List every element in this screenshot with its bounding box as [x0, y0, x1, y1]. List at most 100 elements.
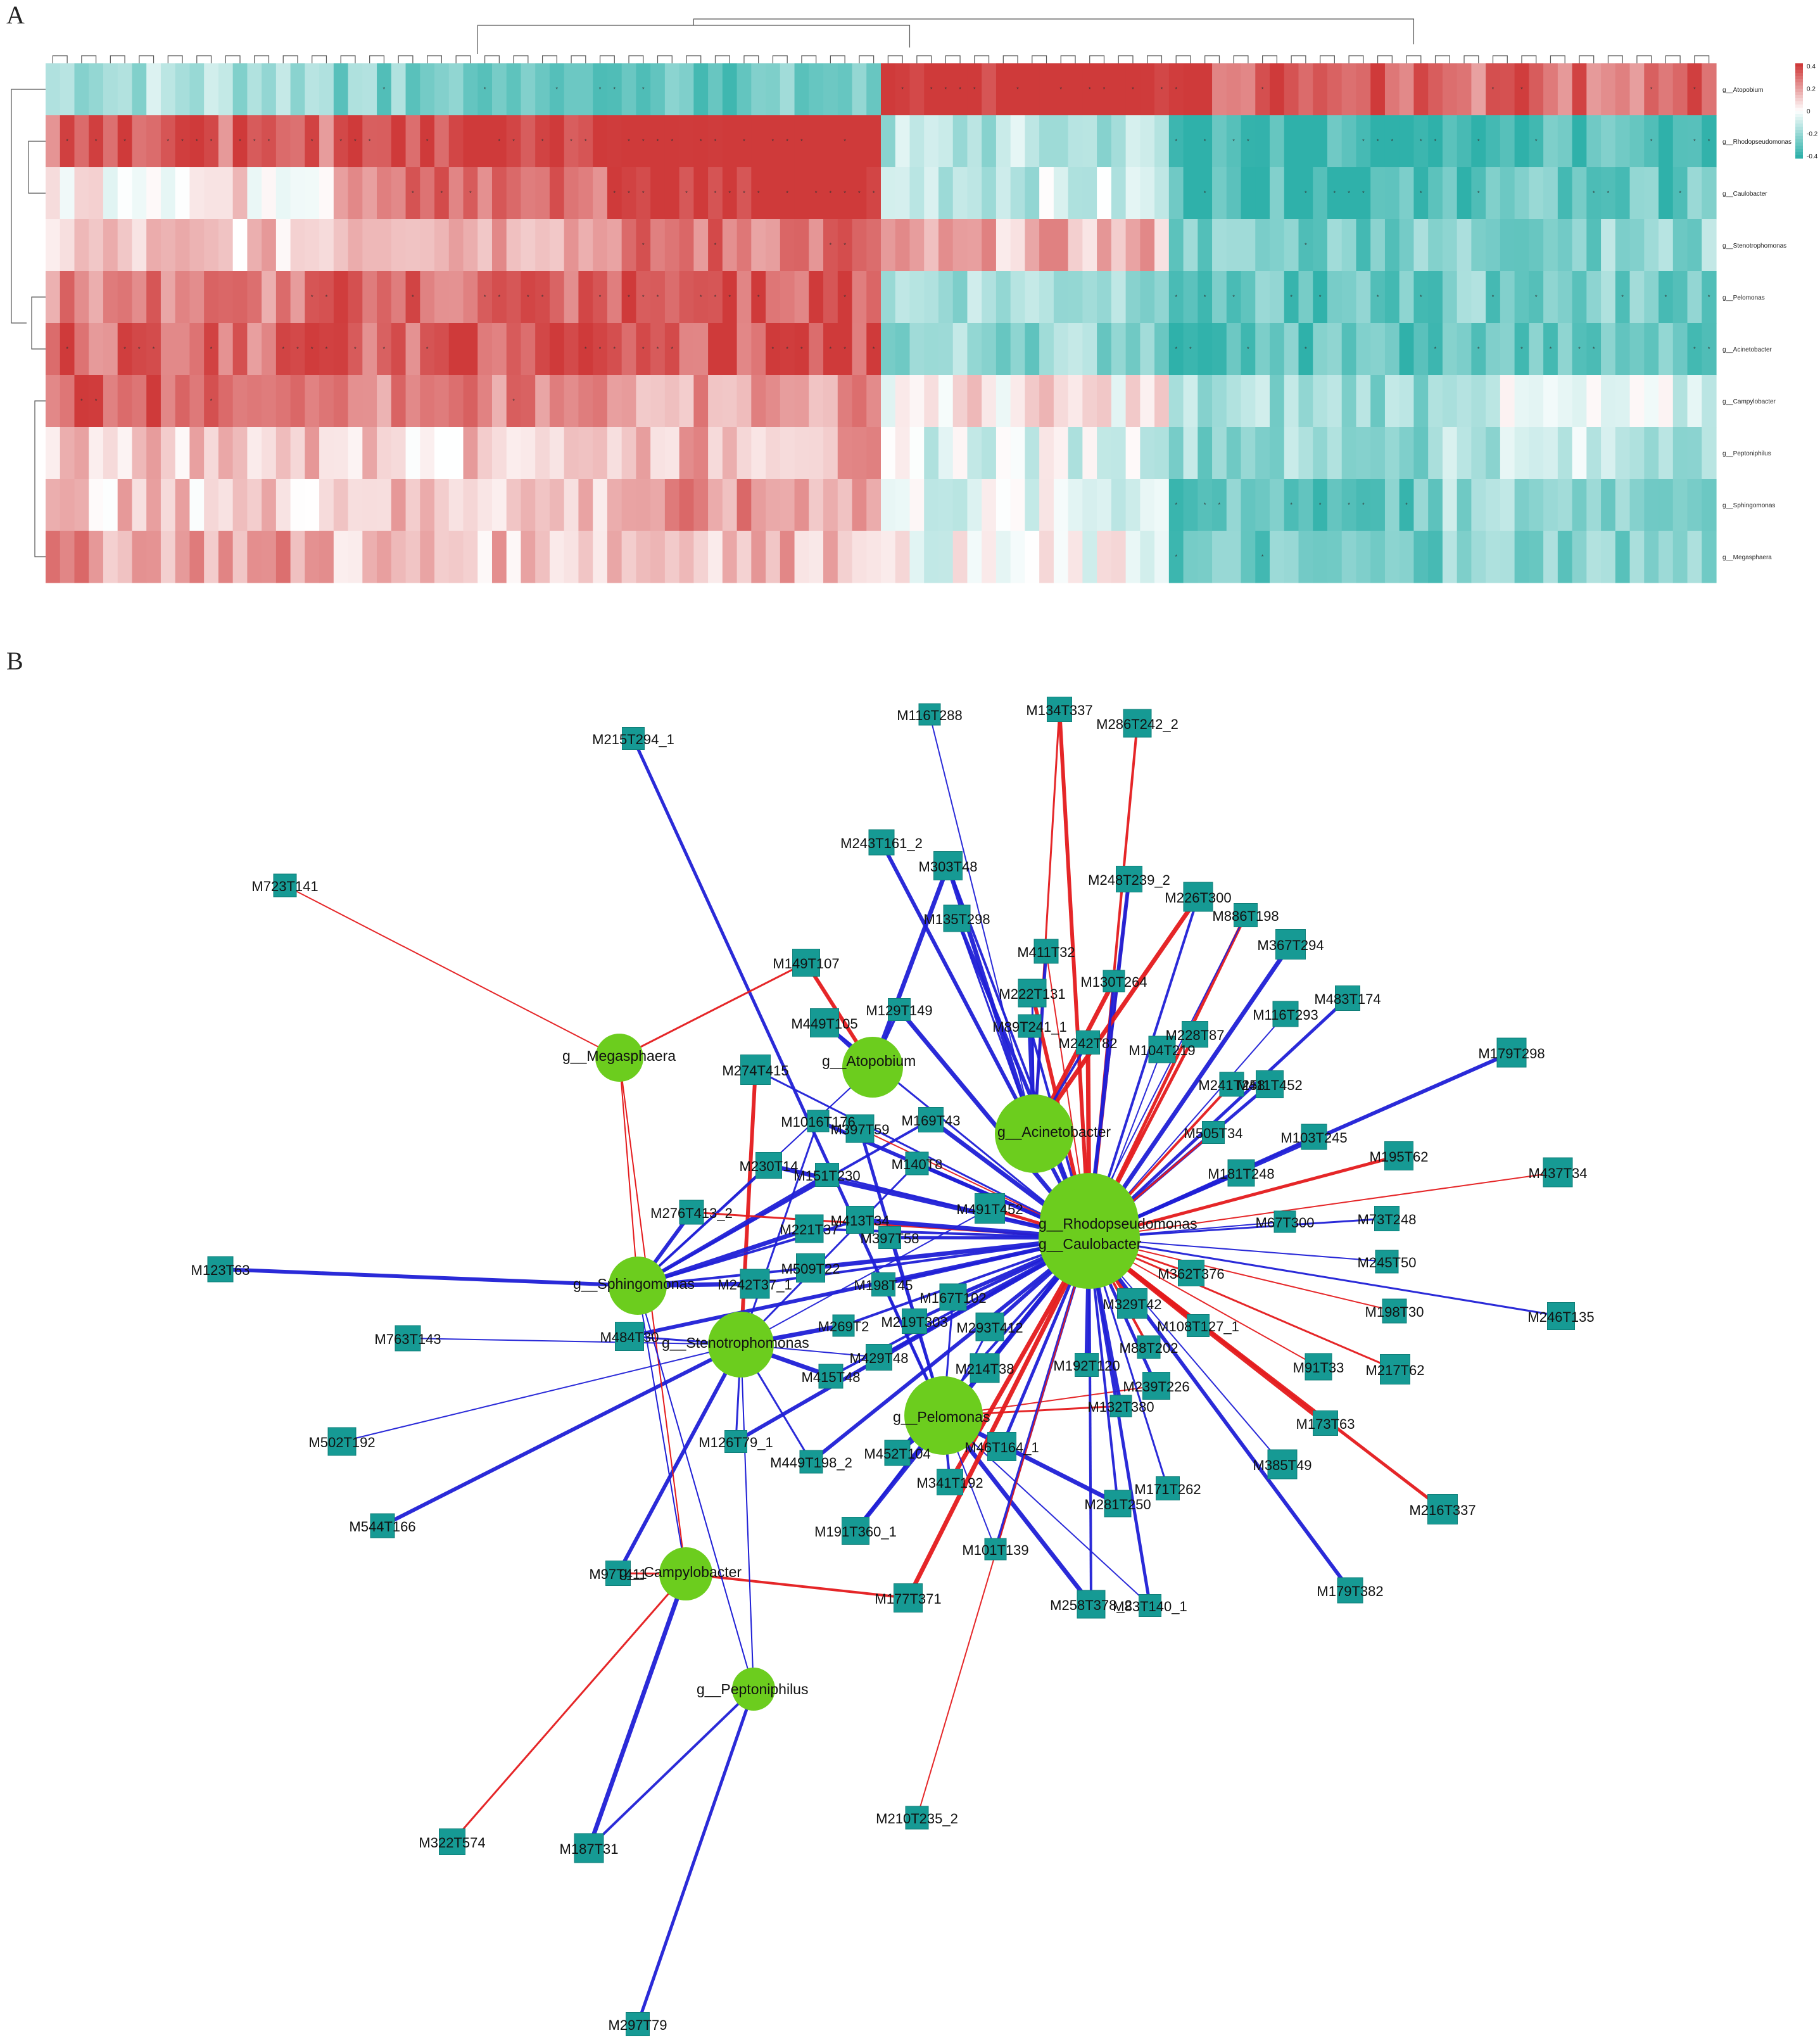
metabolite-node[interactable] [1182, 1021, 1208, 1048]
genus-node-ato[interactable] [842, 1037, 903, 1098]
metabolite-node[interactable] [1272, 1001, 1299, 1027]
metabolite-node[interactable] [868, 829, 895, 856]
metabolite-node[interactable] [1313, 1410, 1338, 1436]
genus-node-meg[interactable] [595, 1034, 643, 1082]
metabolite-node[interactable] [884, 1440, 911, 1466]
metabolite-node[interactable] [679, 1200, 704, 1225]
metabolite-node[interactable] [1337, 1577, 1363, 1604]
metabolite-node[interactable] [1496, 1037, 1527, 1068]
metabolite-node[interactable] [1018, 1014, 1042, 1038]
metabolite-node[interactable] [799, 1450, 823, 1474]
metabolite-node[interactable] [395, 1325, 421, 1352]
genus-node-cau[interactable] [1039, 1188, 1140, 1289]
metabolite-node[interactable] [1104, 1490, 1132, 1517]
metabolite-node[interactable] [1305, 1353, 1332, 1381]
metabolite-node[interactable] [1375, 1250, 1399, 1274]
metabolite-node[interactable] [1123, 709, 1152, 738]
metabolite-node[interactable] [1116, 866, 1142, 892]
metabolite-node[interactable] [1103, 970, 1125, 992]
metabolite-node[interactable] [622, 727, 645, 750]
metabolite-node[interactable] [807, 1110, 830, 1132]
metabolite-node[interactable] [943, 904, 971, 932]
metabolite-node[interactable] [918, 1107, 944, 1132]
metabolite-node[interactable] [818, 1364, 844, 1389]
metabolite-node[interactable] [1219, 1072, 1244, 1097]
metabolite-node[interactable] [1077, 1590, 1106, 1619]
metabolite-node[interactable] [975, 1193, 1005, 1224]
metabolite-node[interactable] [1148, 1036, 1176, 1063]
metabolite-node[interactable] [615, 1322, 644, 1351]
metabolite-node[interactable] [987, 1432, 1016, 1461]
metabolite-node[interactable] [815, 1163, 839, 1187]
metabolite-node[interactable] [1301, 1124, 1327, 1150]
metabolite-node[interactable] [888, 998, 911, 1021]
metabolite-node[interactable] [1117, 1288, 1147, 1319]
metabolite-node[interactable] [937, 1469, 963, 1495]
metabolite-node[interactable] [740, 1269, 770, 1299]
metabolite-node[interactable] [905, 1151, 929, 1175]
metabolite-node[interactable] [1202, 1121, 1225, 1144]
genus-node-ste[interactable] [708, 1312, 774, 1378]
metabolite-node[interactable] [1234, 903, 1258, 927]
metabolite-node[interactable] [1137, 1335, 1161, 1359]
metabolite-node[interactable] [1427, 1494, 1458, 1524]
metabolite-node[interactable] [1075, 1353, 1099, 1377]
metabolite-node[interactable] [439, 1828, 465, 1855]
metabolite-node[interactable] [1139, 1594, 1161, 1617]
metabolite-node[interactable] [933, 851, 963, 880]
metabolite-node[interactable] [1018, 979, 1047, 1008]
metabolite-node[interactable] [984, 1538, 1007, 1561]
genus-node-sph[interactable] [609, 1257, 667, 1315]
metabolite-node[interactable] [273, 873, 297, 897]
metabolite-node[interactable] [878, 1226, 901, 1249]
metabolite-node[interactable] [370, 1513, 395, 1538]
metabolite-node[interactable] [327, 1427, 357, 1456]
metabolite-node[interactable] [1547, 1302, 1575, 1330]
metabolite-node[interactable] [1142, 1372, 1170, 1400]
metabolite-node[interactable] [1267, 1449, 1298, 1479]
metabolite-node[interactable] [1187, 1314, 1210, 1337]
metabolite-node[interactable] [1183, 882, 1213, 912]
genus-node-aci[interactable] [995, 1094, 1073, 1173]
metabolite-node[interactable] [1380, 1354, 1410, 1384]
metabolite-node[interactable] [1109, 1395, 1132, 1417]
genus-node-cam[interactable] [659, 1547, 712, 1600]
metabolite-node[interactable] [845, 1114, 875, 1143]
metabolite-node[interactable] [975, 1312, 1004, 1341]
metabolite-node[interactable] [1076, 1030, 1100, 1055]
metabolite-node[interactable] [207, 1256, 234, 1283]
metabolite-node[interactable] [792, 949, 820, 977]
metabolite-node[interactable] [1384, 1141, 1413, 1170]
metabolite-node[interactable] [626, 2012, 650, 2036]
metabolite-node[interactable] [871, 1272, 895, 1296]
metabolite-node[interactable] [894, 1583, 923, 1612]
metabolite-node[interactable] [902, 1308, 927, 1334]
metabolite-node[interactable] [842, 1517, 869, 1545]
metabolite-node[interactable] [724, 1430, 747, 1453]
metabolite-node[interactable] [605, 1561, 631, 1586]
metabolite-node[interactable] [832, 1314, 855, 1337]
metabolite-node[interactable] [866, 1344, 892, 1371]
metabolite-node[interactable] [574, 1833, 604, 1863]
metabolite-node[interactable] [1256, 1070, 1284, 1098]
metabolite-node[interactable] [970, 1353, 1000, 1383]
metabolite-node[interactable] [1543, 1157, 1573, 1188]
metabolite-node[interactable] [810, 1008, 839, 1037]
metabolite-node[interactable] [846, 1206, 874, 1234]
metabolite-node[interactable] [740, 1055, 771, 1085]
metabolite-node[interactable] [939, 1283, 967, 1311]
genus-node-pel[interactable] [904, 1376, 983, 1455]
metabolite-node[interactable] [1156, 1476, 1180, 1500]
metabolite-node[interactable] [795, 1214, 824, 1243]
genus-node-pep[interactable] [732, 1668, 775, 1711]
metabolite-node[interactable] [1275, 929, 1306, 960]
metabolite-node[interactable] [1273, 1210, 1296, 1233]
metabolite-node[interactable] [796, 1253, 825, 1283]
metabolite-node[interactable] [1227, 1159, 1255, 1187]
metabolite-node[interactable] [1033, 939, 1059, 964]
metabolite-node[interactable] [1382, 1298, 1407, 1324]
metabolite-node[interactable] [1374, 1206, 1400, 1231]
metabolite-node[interactable] [1047, 697, 1072, 722]
metabolite-node[interactable] [755, 1152, 782, 1179]
metabolite-node[interactable] [1335, 985, 1360, 1011]
